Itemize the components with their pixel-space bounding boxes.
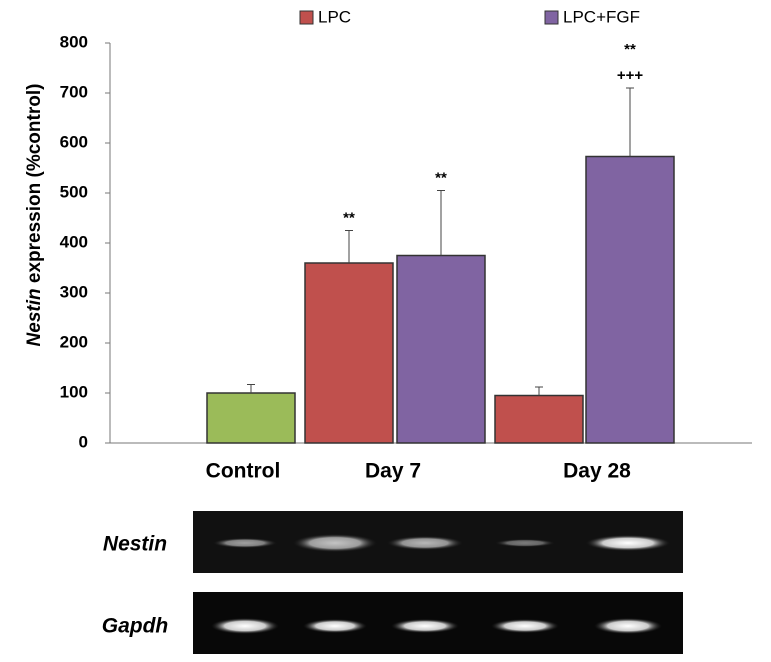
x-tick-label: Day 7 [365, 460, 421, 483]
x-tick-label: Day 28 [563, 460, 631, 483]
bar [305, 263, 393, 443]
significance-mark: +++ [617, 67, 644, 84]
y-tick-label: 0 [79, 432, 88, 451]
band [213, 538, 277, 548]
bar [207, 393, 295, 443]
band [387, 536, 463, 550]
band [594, 618, 662, 634]
band [491, 619, 559, 633]
y-label-gene: Nestin [24, 288, 45, 346]
y-tick-label: 700 [60, 82, 88, 101]
band [586, 535, 670, 551]
y-tick-label: 600 [60, 132, 88, 151]
gel-row-label: Nestin [103, 533, 167, 556]
legend-label: LPC [318, 7, 351, 26]
band [293, 534, 377, 552]
gel-row-label: Gapdh [102, 615, 169, 638]
y-tick-label: 100 [60, 382, 88, 401]
legend-swatch [300, 11, 313, 24]
x-tick-label: Control [206, 460, 281, 483]
significance-mark: ** [624, 41, 636, 58]
legend-label: LPC+FGF [563, 7, 640, 26]
band [303, 619, 367, 633]
bar [495, 396, 583, 444]
y-axis-label: Nestin expression (%control) [24, 84, 45, 347]
bar [397, 256, 485, 444]
y-tick-label: 400 [60, 232, 88, 251]
y-tick-label: 200 [60, 332, 88, 351]
significance-mark: ** [435, 169, 447, 186]
y-tick-label: 800 [60, 32, 88, 51]
y-tick-label: 500 [60, 182, 88, 201]
y-tick-label: 300 [60, 282, 88, 301]
band [211, 618, 279, 634]
bar [586, 157, 674, 444]
significance-mark: ** [343, 209, 355, 226]
legend-swatch [545, 11, 558, 24]
band [495, 539, 555, 547]
band [391, 619, 459, 633]
y-label-rest: expression (%control) [24, 84, 45, 284]
